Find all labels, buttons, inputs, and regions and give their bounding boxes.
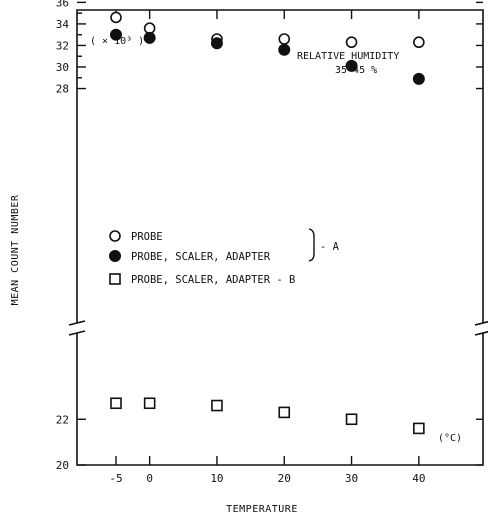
data-point-series-2 xyxy=(110,28,122,41)
legend-marker-series-1 xyxy=(109,230,121,242)
data-point-series-2 xyxy=(345,59,358,72)
plot-frame xyxy=(68,9,488,466)
legend: PROBE PROBE, SCALER, ADAPTER PROBE, SCALER… xyxy=(109,228,340,286)
x-axis-title: TEMPERATURE xyxy=(226,504,298,515)
data-point-series-1 xyxy=(110,11,122,24)
data-point-series-3 xyxy=(345,413,358,426)
tick-labels: -5 0 10 20 30 40 28 30 32 34 36 20 22 xyxy=(56,0,426,485)
y-tick-label: 22 xyxy=(56,413,69,426)
frame-lower xyxy=(76,333,484,466)
y-tick-label: 30 xyxy=(56,61,69,74)
x-tick-label: -5 xyxy=(109,472,122,485)
x-unit-note: (°C) xyxy=(438,433,462,444)
axis-break-mark xyxy=(474,320,488,326)
legend-marker-series-2 xyxy=(109,250,121,262)
legend-bracket-label: - A xyxy=(320,241,340,253)
unit-note: ( × 10³ ) xyxy=(90,36,144,47)
data-point-series-3 xyxy=(211,399,223,412)
x-tick-label: 40 xyxy=(412,472,425,485)
legend-bracket xyxy=(308,228,315,262)
y-axis-title: MEAN COUNT NUMBER xyxy=(10,194,21,305)
y-tick-label: 28 xyxy=(56,83,69,96)
data-point-series-1 xyxy=(345,36,358,49)
x-tick-label: 20 xyxy=(278,472,291,485)
data-point-series-2 xyxy=(210,37,223,50)
data-point-series-2 xyxy=(143,31,156,44)
x-tick-label: 0 xyxy=(146,472,153,485)
humidity-annotation-line2: 35-45 % xyxy=(335,65,377,76)
humidity-annotation-line1: RELATIVE HUMIDITY xyxy=(297,51,399,62)
y-tick-label: 36 xyxy=(56,0,69,9)
data-point-series-3 xyxy=(413,422,425,435)
legend-marker-series-3 xyxy=(109,273,121,285)
data-point-series-3 xyxy=(278,406,291,419)
data-point-series-3 xyxy=(110,397,122,410)
x-tick-label: 30 xyxy=(345,472,358,485)
y-tick-label: 34 xyxy=(56,18,70,31)
data-point-series-2 xyxy=(412,72,425,85)
data-point-series-1 xyxy=(278,33,291,45)
axis-ticks xyxy=(77,1,483,466)
data-point-series-3 xyxy=(143,397,156,410)
legend-label-series-3: PROBE, SCALER, ADAPTER - B xyxy=(131,274,295,286)
data-points xyxy=(110,11,425,435)
y-tick-label: 20 xyxy=(56,459,69,472)
axis-break-mark xyxy=(68,330,86,336)
axis-break-mark xyxy=(474,330,488,336)
data-point-series-1 xyxy=(413,36,425,49)
data-point-series-1 xyxy=(143,22,156,35)
x-tick-label: 10 xyxy=(210,472,223,485)
y-tick-label: 32 xyxy=(56,39,69,52)
axis-break-mark xyxy=(68,320,86,326)
legend-label-series-2: PROBE, SCALER, ADAPTER xyxy=(131,251,271,263)
legend-label-series-1: PROBE xyxy=(131,231,163,243)
frame-upper xyxy=(76,9,484,323)
data-point-series-2 xyxy=(278,43,291,56)
